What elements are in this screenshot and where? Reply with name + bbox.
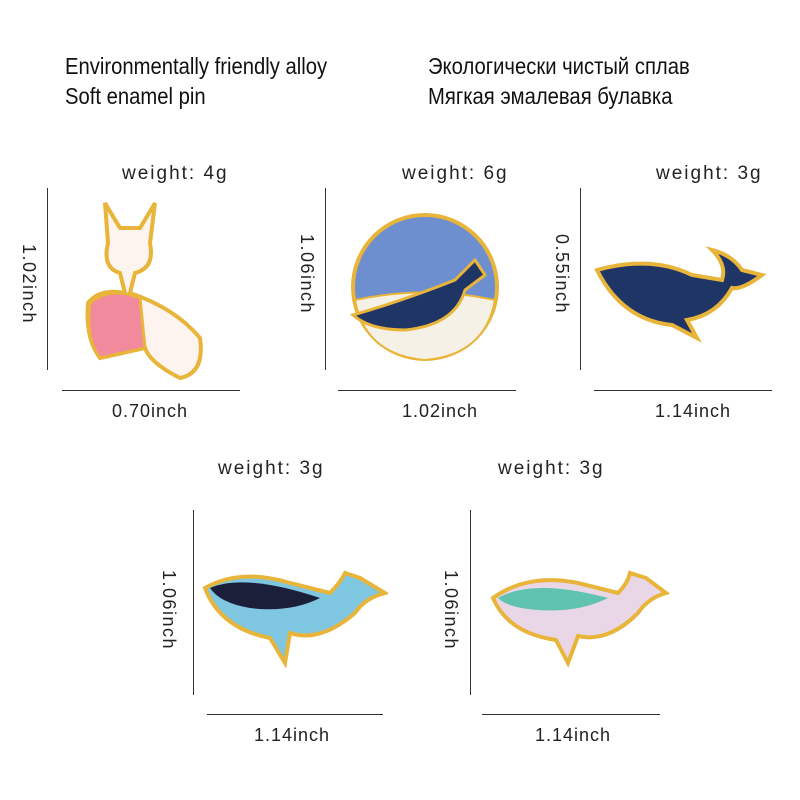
height-line — [470, 510, 471, 695]
weight-label: weight: 4g — [122, 163, 229, 184]
pastel-whale-pin-image — [490, 570, 670, 668]
weight-label: weight: 6g — [402, 163, 509, 184]
width-label: 1.02inch — [401, 401, 479, 421]
weight-label: weight: 3g — [218, 458, 325, 479]
weight-label: weight: 3g — [656, 163, 763, 184]
width-label: 1.14inch — [534, 725, 612, 745]
title-ru-2: Мягкая эмалевая булавка — [428, 83, 673, 109]
width-label: 0.70inch — [111, 401, 189, 421]
height-label: 0.55inch — [552, 234, 572, 315]
width-line — [207, 714, 383, 715]
weight-label: weight: 3g — [498, 458, 605, 479]
title-en-1: Environmentally friendly alloy — [65, 53, 328, 79]
height-label: 1.06inch — [297, 234, 317, 315]
title-en-2: Soft enamel pin — [65, 83, 206, 109]
height-line — [47, 188, 48, 370]
height-line — [325, 188, 326, 370]
height-label: 1.06inch — [159, 570, 179, 651]
blue-whale-pin-image — [202, 570, 388, 668]
width-label: 1.14inch — [654, 401, 732, 421]
title-ru-1: Экологически чистый сплав — [428, 53, 690, 79]
width-line — [62, 390, 240, 391]
fox-girl-pin-image — [85, 201, 203, 381]
whale-circle-pin-image — [349, 213, 499, 362]
width-line — [594, 390, 772, 391]
height-label: 1.06inch — [441, 570, 461, 651]
height-line — [580, 188, 581, 370]
starry-whale-pin-image — [594, 246, 767, 343]
width-line — [482, 714, 660, 715]
width-label: 1.14inch — [253, 725, 331, 745]
height-label: 1.02inch — [19, 244, 39, 325]
height-line — [193, 510, 194, 695]
width-line — [338, 390, 516, 391]
